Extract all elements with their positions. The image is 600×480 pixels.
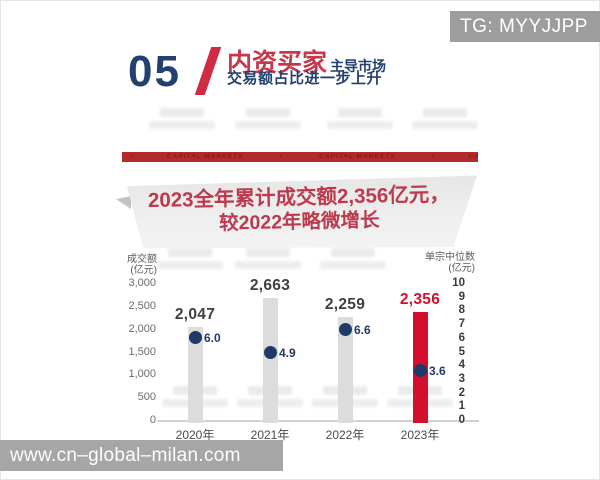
- y2-axis-tick-label: 0: [458, 414, 465, 426]
- y2-axis-tick-label: 4: [458, 359, 465, 372]
- y-axis-tick-label: 2,000: [128, 322, 156, 335]
- ghost-line: [327, 121, 393, 129]
- ghost-line: [412, 121, 478, 129]
- y2-axis-tick-label: 8: [458, 304, 465, 317]
- capital-markets-ribbon: / CAPITAL MARKETS / CAPITAL MARKETS / CA…: [122, 152, 478, 162]
- bar-value-label: 2,259: [324, 295, 366, 313]
- bar-value-label: 2,047: [174, 305, 216, 323]
- banner-fold: [116, 196, 131, 209]
- tg-watermark-badge: TG: MYYJJPP: [450, 11, 600, 42]
- transaction-volume-chart: 成交额 (亿元) 单宗中位数 (亿元) 3,000 2,500 2,000 1,500…: [118, 250, 490, 450]
- y2-axis-title: 单宗中位数 (亿元): [383, 252, 475, 274]
- median-dot: [188, 331, 202, 345]
- y2-axis-tick-label: 1: [458, 400, 465, 413]
- ghost-line: [157, 261, 223, 269]
- y-axis-tick-label: 1,500: [128, 345, 156, 358]
- bar: [187, 326, 203, 423]
- y2-axis-tick-label: 6: [458, 331, 465, 344]
- ghost-watermark: [409, 108, 481, 129]
- page-title: 内资买家 主导市场: [227, 43, 386, 79]
- ghost-watermark: [324, 108, 396, 129]
- y2-axis-tick-label: 9: [458, 290, 465, 303]
- slash-accent-icon: [194, 47, 222, 95]
- x-axis-label: 2022年: [325, 428, 365, 442]
- x-axis-label: 2020年: [175, 428, 215, 442]
- page-title-suffix: 主导市场: [330, 58, 387, 74]
- y2-axis-tick-label: 2: [458, 386, 465, 399]
- y-axis-tick-label: 1,000: [128, 368, 156, 381]
- ghost-watermark: [232, 108, 304, 129]
- section-number: 05: [128, 47, 181, 96]
- bar-value-label: 2,356: [399, 291, 441, 309]
- x-axis-label: 2021年: [250, 428, 290, 442]
- ghost-line: [168, 248, 212, 257]
- ghost-line: [320, 261, 386, 269]
- median-value-label: 6.0: [204, 330, 221, 345]
- ghost-line: [235, 121, 301, 129]
- ghost-watermark: [317, 248, 389, 269]
- bar: [337, 316, 353, 423]
- y2-axis-title-line2: (亿元): [448, 263, 475, 274]
- median-dot: [263, 346, 277, 360]
- median-value-label: 3.6: [429, 363, 446, 378]
- ghost-watermark: [146, 108, 218, 129]
- y-axis-tick-label: 3,000: [128, 277, 156, 289]
- ghost-watermark: [154, 248, 226, 269]
- y-axis-title-line1: 成交额: [127, 254, 157, 265]
- ghost-watermark: [232, 248, 304, 269]
- ghost-line: [331, 248, 375, 257]
- y-axis-tick-label: 500: [137, 391, 156, 404]
- x-axis-label: 2023年: [400, 428, 440, 442]
- page-title-highlight: 内资买家: [227, 49, 328, 77]
- site-url-watermark: www.cn–global–milan.com: [0, 440, 283, 471]
- key-message-banner: 2023全年累计成交额2,356亿元， 较2022年略微增长: [127, 175, 478, 249]
- y-axis-tick-label: 0: [149, 414, 156, 426]
- ghost-line: [235, 261, 301, 269]
- median-dot: [338, 323, 352, 337]
- y2-axis-tick-label: 10: [452, 277, 465, 289]
- y-axis-title-line2: (亿元): [130, 265, 157, 276]
- median-dot: [413, 364, 427, 378]
- y-axis-title: 成交额 (亿元): [118, 254, 157, 276]
- y-axis-tick-label: 2,500: [128, 299, 156, 312]
- ghost-line: [160, 108, 204, 117]
- y2-axis-tick-label: 3: [458, 372, 465, 385]
- ghost-line: [246, 248, 290, 257]
- median-value-label: 6.6: [354, 322, 371, 337]
- ghost-line: [338, 108, 382, 117]
- ghost-line: [423, 108, 467, 117]
- x-axis-line: [157, 420, 479, 422]
- ghost-line: [149, 121, 215, 129]
- median-value-label: 4.9: [279, 345, 296, 360]
- y2-axis-title-line1: 单宗中位数: [425, 252, 475, 263]
- ghost-line: [246, 108, 290, 117]
- banner-text: 2023全年累计成交额2,356亿元， 较2022年略微增长: [127, 176, 477, 239]
- y2-axis-tick-label: 5: [458, 345, 465, 358]
- page-subtitle: 交易额占比进一步上升: [227, 70, 383, 87]
- y2-axis-tick-label: 7: [458, 318, 465, 331]
- bar-value-label: 2,663: [249, 277, 291, 295]
- bar: [262, 298, 278, 423]
- ribbon-text: / CAPITAL MARKETS / CAPITAL MARKETS / CA…: [122, 153, 478, 160]
